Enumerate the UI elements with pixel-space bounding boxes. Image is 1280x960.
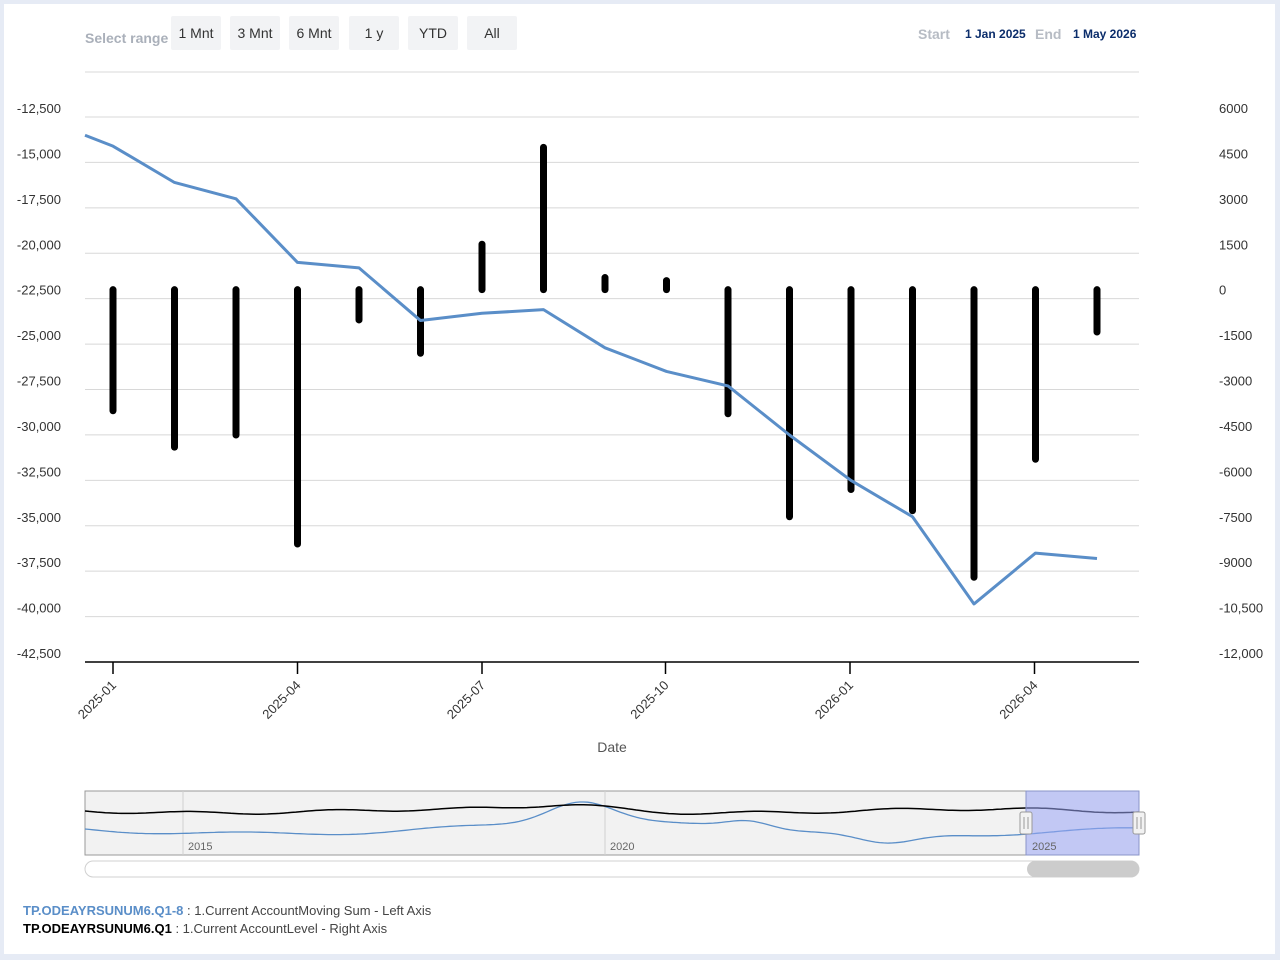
- legend-item: TP.ODEAYRSUNUM6.Q1 : 1.Current AccountLe…: [23, 920, 431, 938]
- right-axis-tick-label: 0: [1219, 283, 1226, 298]
- left-axis: -12,500 -15,000 -17,500 -20,000 -22,500 -25,0…: [17, 101, 61, 661]
- x-axis-title: Date: [597, 739, 627, 755]
- range-button-ytd[interactable]: YTD: [408, 16, 458, 50]
- navigator-background: [84, 790, 1140, 856]
- navigator-handle-left[interactable]: [1019, 811, 1033, 835]
- right-axis: 6000 4500 3000 1500 0 -1500 -3000 -4500 -6000 -75…: [1219, 101, 1263, 661]
- line-series-path: [84, 133, 1098, 606]
- right-axis-tick-label: -10,500: [1219, 601, 1263, 616]
- right-axis-tick-label: 4500: [1219, 146, 1248, 161]
- left-axis-tick-label: -20,000: [17, 237, 61, 252]
- navigator-year-label: 2025: [1032, 841, 1056, 853]
- right-axis-tick-label: -7500: [1219, 510, 1252, 525]
- range-selector-label: Select range: [85, 30, 169, 46]
- x-axis-tick-label: 2026-01: [812, 678, 856, 722]
- range-button-all[interactable]: All: [467, 16, 517, 50]
- range-button-1-year[interactable]: 1 y: [349, 16, 399, 50]
- range-button-6-month[interactable]: 6 Mnt: [289, 16, 339, 50]
- end-date-input[interactable]: 1 May 2026: [1073, 27, 1137, 41]
- right-axis-tick-label: -12,000: [1219, 646, 1263, 661]
- range-selector: Select range 1 Mnt 3 Mnt 6 Mnt 1 y YTD A…: [4, 4, 1275, 64]
- left-axis-tick-label: -15,000: [17, 146, 61, 161]
- start-date-input[interactable]: 1 Jan 2025: [965, 27, 1026, 41]
- legend-series-code: TP.ODEAYRSUNUM6.Q1: [23, 921, 172, 936]
- right-axis-tick-label: 1500: [1219, 237, 1248, 252]
- right-axis-tick-label: 3000: [1219, 192, 1248, 207]
- legend-series-description: : 1.Current AccountMoving Sum - Left Axi…: [183, 903, 432, 918]
- left-axis-tick-label: -35,000: [17, 510, 61, 525]
- bar-series: [109, 143, 1101, 581]
- left-axis-tick-label: -30,000: [17, 419, 61, 434]
- left-axis-tick-label: -25,000: [17, 328, 61, 343]
- right-axis-tick-label: -1500: [1219, 328, 1252, 343]
- scrollbar[interactable]: [84, 860, 1140, 878]
- x-axis-tick-label: 2025-07: [444, 678, 488, 722]
- navigator-handle-right[interactable]: [1132, 811, 1146, 835]
- x-axis-tick-label: 2025-01: [75, 678, 119, 722]
- x-axis: 2025-01 2025-04 2025-07 2025-10 2026-01 2026-…: [75, 661, 1139, 722]
- left-axis-tick-label: -42,500: [17, 646, 61, 661]
- x-axis-tick-label: 2025-10: [627, 678, 671, 722]
- left-axis-tick-label: -40,000: [17, 601, 61, 616]
- chart-container: Select range 1 Mnt 3 Mnt 6 Mnt 1 y YTD A…: [4, 4, 1275, 954]
- navigator-year-label: 2015: [188, 841, 212, 853]
- legend-item: TP.ODEAYRSUNUM6.Q1-8 : 1.Current Account…: [23, 902, 431, 920]
- left-axis-tick-label: -12,500: [17, 101, 61, 116]
- right-axis-tick-label: -9000: [1219, 555, 1252, 570]
- grid: [85, 71, 1139, 618]
- start-date-label: Start: [918, 26, 950, 42]
- legend: TP.ODEAYRSUNUM6.Q1-8 : 1.Current Account…: [23, 902, 431, 938]
- left-axis-tick-label: -37,500: [17, 555, 61, 570]
- range-button-1-month[interactable]: 1 Mnt: [171, 16, 221, 50]
- legend-series-code: TP.ODEAYRSUNUM6.Q1-8: [23, 903, 184, 918]
- end-date-label: End: [1035, 26, 1062, 42]
- navigator-line-series-1: [84, 801, 1139, 844]
- left-axis-tick-label: -17,500: [17, 192, 61, 207]
- right-axis-tick-label: -4500: [1219, 419, 1252, 434]
- right-axis-tick-label: 6000: [1219, 101, 1248, 116]
- navigator-year-label: 2020: [610, 841, 634, 853]
- navigator-selection[interactable]: [1025, 790, 1140, 856]
- left-axis-tick-label: -32,500: [17, 464, 61, 479]
- x-axis-tick-label: 2025-04: [259, 678, 303, 722]
- navigator-line-series-2: [84, 803, 1140, 816]
- right-axis-tick-label: -3000: [1219, 374, 1252, 389]
- x-axis-tick-label: 2026-04: [996, 678, 1040, 722]
- scrollbar-thumb[interactable]: [1027, 861, 1139, 877]
- left-axis-tick-label: -27,500: [17, 374, 61, 389]
- right-axis-tick-label: -6000: [1219, 464, 1252, 479]
- range-button-3-month[interactable]: 3 Mnt: [230, 16, 280, 50]
- line-series: [84, 133, 1098, 606]
- navigator[interactable]: 2015 2020 2025: [84, 790, 1146, 856]
- chart-svg: -12,500 -15,000 -17,500 -20,000 -22,500 -25,0…: [17, 71, 1263, 878]
- scrollbar-track[interactable]: [84, 860, 1140, 878]
- left-axis-tick-label: -22,500: [17, 283, 61, 298]
- legend-series-description: : 1.Current AccountLevel - Right Axis: [171, 921, 388, 936]
